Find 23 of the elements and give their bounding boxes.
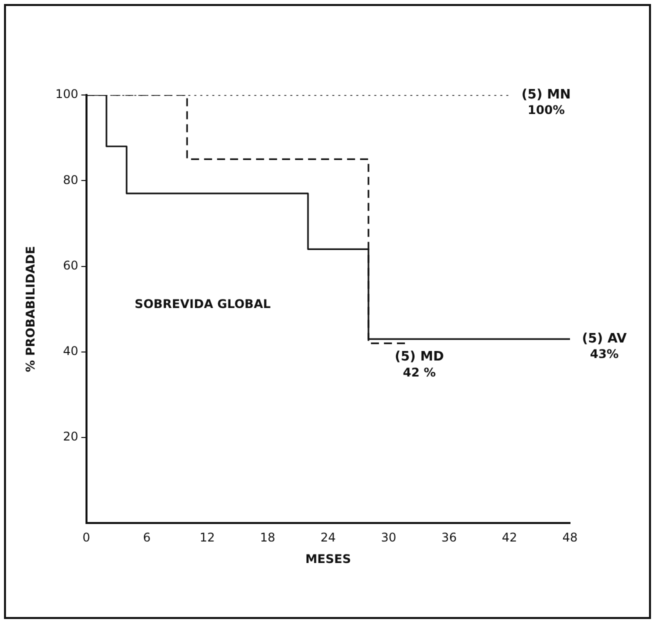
x-tick-label: 18 (260, 530, 276, 545)
x-axis-title: MESES (305, 552, 351, 566)
y-tick-label: 80 (63, 172, 78, 187)
x-tick-label: 36 (441, 530, 457, 545)
annotation: SOBREVIDA GLOBAL (134, 296, 271, 311)
annotation: 100% (528, 103, 565, 118)
x-tick-label: 6 (142, 530, 151, 545)
x-tick-label: 12 (200, 530, 215, 545)
series-label: (5) AV (582, 331, 627, 346)
y-axis-title: % PROBABILIDADE (23, 246, 38, 372)
x-tick-label: 42 (502, 530, 518, 545)
annotation: 42 % (402, 365, 436, 380)
x-tick-label: 48 (562, 530, 578, 545)
y-tick-label: 60 (63, 258, 78, 272)
y-tick-label: 100 (55, 87, 78, 102)
x-tick-label: 24 (320, 530, 336, 545)
y-tick-label: 40 (63, 344, 78, 358)
series-label: (5) MD (394, 350, 444, 365)
x-tick-label: 0 (82, 530, 90, 545)
annotation: 43% (590, 347, 619, 362)
series-label: (5) MN (522, 87, 571, 102)
x-tick-label: 30 (380, 530, 396, 545)
y-tick-label: 20 (63, 430, 78, 444)
